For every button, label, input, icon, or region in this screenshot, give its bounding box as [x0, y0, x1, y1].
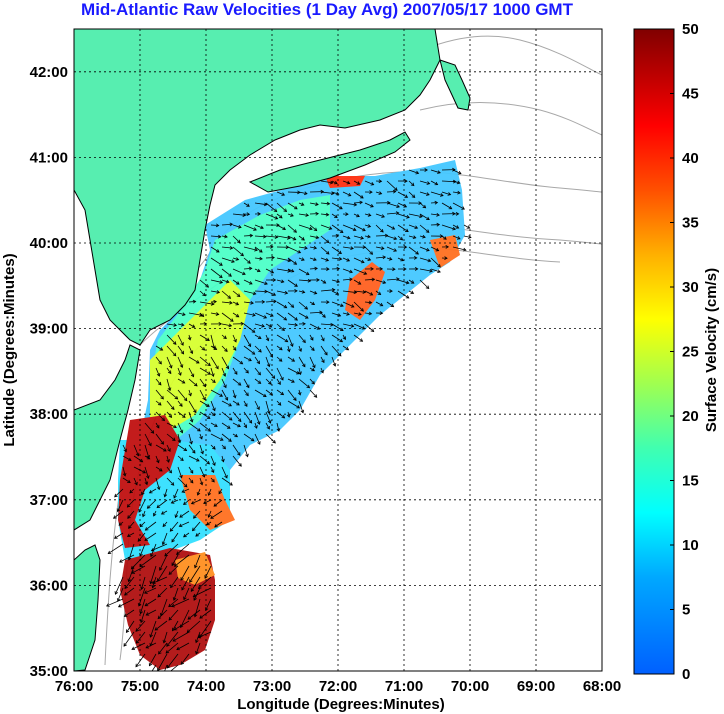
y-tick-label: 38:00 — [30, 406, 68, 423]
y-tick-label: 41:00 — [30, 149, 68, 166]
land-cape-cod — [439, 59, 471, 111]
x-axis-label: Longitude (Degrees:Minutes) — [237, 696, 445, 713]
colorbar-tick-label: 25 — [682, 344, 699, 361]
land-masses — [74, 29, 471, 671]
land-mainland-north — [74, 29, 441, 346]
field-yellow — [150, 280, 250, 430]
x-tick-label: 75:00 — [121, 678, 159, 695]
x-tick-label: 76:00 — [55, 678, 93, 695]
field-south-red — [118, 415, 180, 548]
velocity-field — [118, 160, 465, 670]
colorbar-label: Surface Velocity (cm/s) — [703, 268, 720, 432]
colorbar — [633, 28, 675, 675]
colorbar-tick-label: 35 — [682, 215, 699, 232]
field-orange-ne — [430, 235, 460, 268]
colorbar-tick-label: 20 — [682, 408, 699, 425]
land-delmarva — [74, 344, 141, 531]
colorbar-tick-label: 10 — [682, 537, 699, 554]
colorbar-tick-label: 5 — [682, 602, 690, 619]
colorbar-tick-label: 50 — [682, 21, 699, 38]
velocity-vectors — [105, 167, 472, 671]
y-axis-label: Latitude (Degrees:Minutes) — [1, 253, 18, 446]
colorbar-tick-label: 40 — [682, 150, 699, 167]
x-tick-label: 73:00 — [253, 678, 291, 695]
plot-frame — [73, 28, 603, 672]
x-tick-label: 69:00 — [517, 678, 555, 695]
graticule-grid — [74, 29, 602, 671]
y-tick-label: 37:00 — [30, 492, 68, 509]
y-tick-label: 42:00 — [30, 64, 68, 81]
y-tick-label: 36:00 — [30, 577, 68, 594]
x-tick-label: 68:00 — [583, 678, 621, 695]
y-tick-label: 35:00 — [30, 663, 68, 680]
x-tick-label: 70:00 — [451, 678, 489, 695]
x-tick-label: 74:00 — [187, 678, 225, 695]
y-tick-labels: 35:00 36:00 37:00 38:00 39:00 40:00 41:00 42:00 — [30, 64, 68, 680]
colorbar-tick-label: 15 — [682, 473, 699, 490]
y-tick-label: 39:00 — [30, 321, 68, 338]
map-title: Mid-Atlantic Raw Velocities (1 Day Avg) … — [81, 0, 573, 19]
y-tick-label: 40:00 — [30, 235, 68, 252]
land-long-island — [248, 131, 411, 193]
x-tick-label: 71:00 — [385, 678, 423, 695]
x-tick-label: 72:00 — [319, 678, 357, 695]
colorbar-tick-label: 0 — [682, 666, 690, 683]
colorbar-tick-labels: 0 5 10 15 20 25 30 35 40 45 50 — [670, 21, 699, 683]
field-south-orange — [180, 475, 235, 530]
x-tick-labels: 76:00 75:00 74:00 73:00 72:00 71:00 70:00 69:00… — [55, 678, 621, 695]
colorbar-tick-label: 45 — [682, 86, 699, 103]
colorbar-tick-label: 30 — [682, 279, 699, 296]
